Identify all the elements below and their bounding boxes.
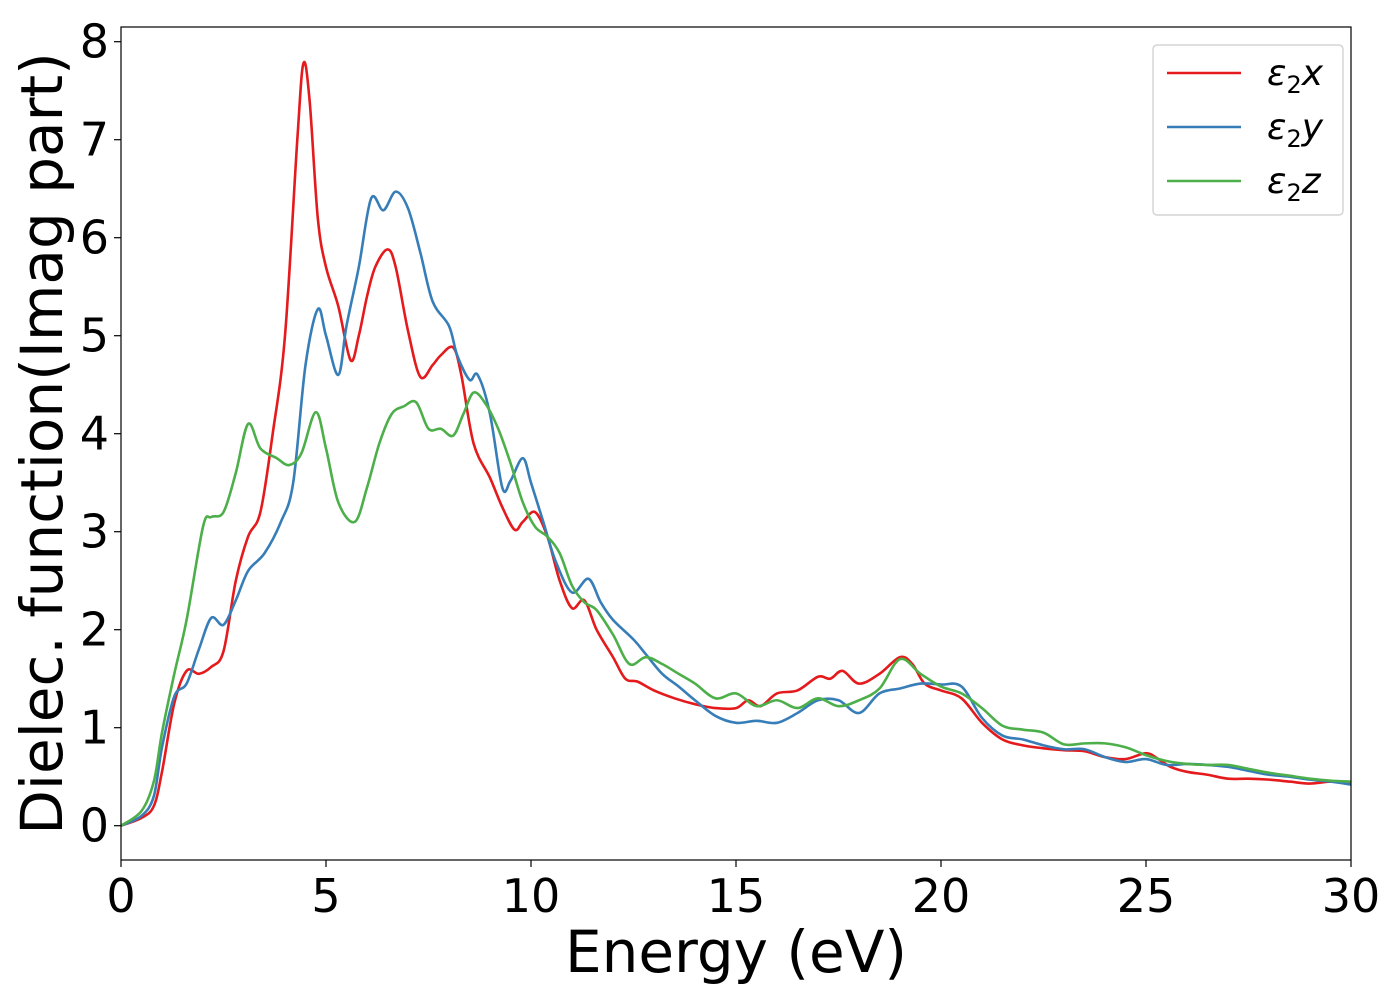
legend-item-y: ε2y [1167,107,1324,153]
series-layer [121,60,1351,827]
y-tick-label: 4 [80,407,109,461]
legend-label: ε2z [1267,161,1322,207]
y-tick-label: 5 [80,309,109,363]
series-line-z [121,391,1351,827]
legend-items: ε2x ε2y ε2z [1167,53,1324,207]
y-tick-label: 2 [80,603,109,657]
series-line-y [121,190,1351,827]
legend-label: ε2y [1267,107,1324,153]
x-tick-label: 30 [1322,869,1381,923]
series-line-x [121,60,1351,827]
legend-box [1152,44,1344,216]
x-axis-ticks: 0 5 10 15 20 25 30 [106,860,1380,923]
x-tick-label: 15 [707,869,766,923]
legend: ε2x ε2y ε2z [1152,44,1344,216]
y-tick-label: 1 [80,701,109,755]
x-tick-label: 10 [502,869,561,923]
y-axis-label: Dielec. function(Imag part) [8,52,76,835]
y-tick-label: 7 [80,113,109,167]
x-tick-label: 25 [1117,869,1176,923]
x-tick-label: 5 [311,869,340,923]
x-axis-label: Energy (eV) [565,918,907,986]
legend-item-z: ε2z [1167,161,1322,207]
legend-item-x: ε2x [1167,53,1324,99]
y-tick-label: 6 [80,211,109,265]
legend-label: ε2x [1267,53,1324,99]
y-tick-label: 3 [80,505,109,559]
y-tick-label: 0 [80,799,109,853]
x-tick-label: 20 [912,869,971,923]
y-axis-ticks: 0 1 2 3 4 5 6 7 8 [80,15,121,853]
x-tick-label: 0 [106,869,135,923]
y-tick-label: 8 [80,15,109,69]
